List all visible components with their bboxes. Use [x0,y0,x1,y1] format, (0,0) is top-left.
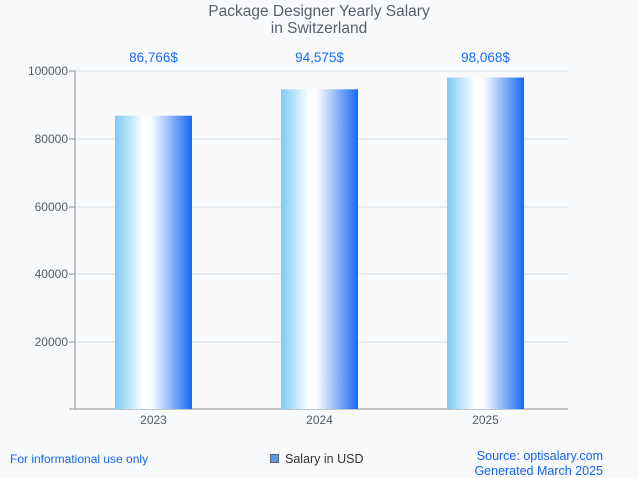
svg-text:80000: 80000 [35,132,69,146]
svg-text:98,068$: 98,068$ [461,50,510,65]
svg-text:20000: 20000 [35,335,69,349]
svg-text:60000: 60000 [35,200,69,214]
svg-text:2024: 2024 [306,413,333,427]
svg-text:40000: 40000 [35,267,69,281]
svg-text:2023: 2023 [140,413,167,427]
svg-text:94,575$: 94,575$ [295,50,344,65]
svg-text:86,766$: 86,766$ [129,50,178,65]
svg-text:100000: 100000 [28,64,68,78]
svg-text:2025: 2025 [472,413,499,427]
